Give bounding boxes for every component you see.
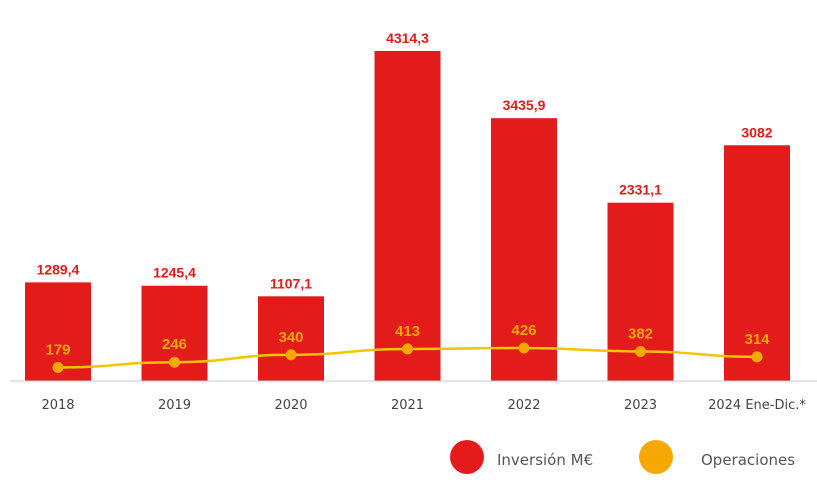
operaciones-point-2023: [635, 345, 646, 357]
operaciones-value-label: 246: [162, 336, 187, 353]
labels-layer: 1289,4 179 1245,4 246 1107,1 340 4314,3 413 3435…: [37, 30, 773, 359]
legend-label-inversion: Inversión M€: [497, 451, 593, 469]
bar-2021: [374, 51, 441, 381]
operaciones-value-label: 426: [511, 322, 536, 339]
bar-2024 Ene-Dic.*: [724, 145, 790, 381]
bar-value-label: 3435,9: [503, 97, 546, 113]
operaciones-value-label: 382: [628, 325, 653, 342]
operaciones-point-2021: [402, 343, 413, 355]
ticks-layer: 2018 2019 2020 2021 2022 2023 2024 Ene-Dic.*: [41, 398, 806, 413]
operaciones-value-label: 314: [744, 331, 770, 348]
bar-value-label: 1245,4: [153, 265, 196, 281]
x-tick-label: 2020: [274, 398, 307, 413]
operaciones-point-2019: [169, 356, 180, 368]
x-tick-label: 2018: [41, 398, 74, 413]
x-tick-label: 2024 Ene-Dic.*: [708, 398, 806, 413]
operaciones-point-2018: [52, 362, 64, 373]
operaciones-value-label: 179: [45, 342, 70, 359]
bar-value-label: 3082: [741, 124, 772, 140]
bar-value-label: 4314,3: [386, 30, 429, 46]
legend-swatch-inversion: [450, 440, 484, 474]
legend: Inversión M€ Operaciones: [450, 440, 795, 474]
legend-label-operaciones: Operaciones: [701, 451, 795, 469]
legend-swatch-operaciones: [639, 440, 673, 474]
operaciones-value-label: 413: [395, 323, 420, 340]
bar-2022: [491, 118, 557, 381]
x-tick-label: 2022: [507, 398, 540, 413]
bar-value-label: 1289,4: [37, 261, 80, 277]
line-layer: [52, 342, 763, 373]
x-tick-label: 2021: [391, 398, 424, 413]
bar-value-label: 1107,1: [270, 275, 312, 291]
bar-2020: [258, 296, 324, 381]
operaciones-point-2022: [518, 342, 530, 354]
operaciones-point-2020: [285, 349, 297, 361]
operaciones-value-label: 340: [278, 329, 303, 346]
x-tick-label: 2019: [158, 398, 191, 413]
bars-layer: [25, 51, 790, 381]
x-tick-label: 2023: [624, 398, 657, 413]
bar-value-label: 2331,1: [619, 182, 662, 198]
operaciones-point-2024 Ene-Dic.*: [751, 351, 763, 363]
